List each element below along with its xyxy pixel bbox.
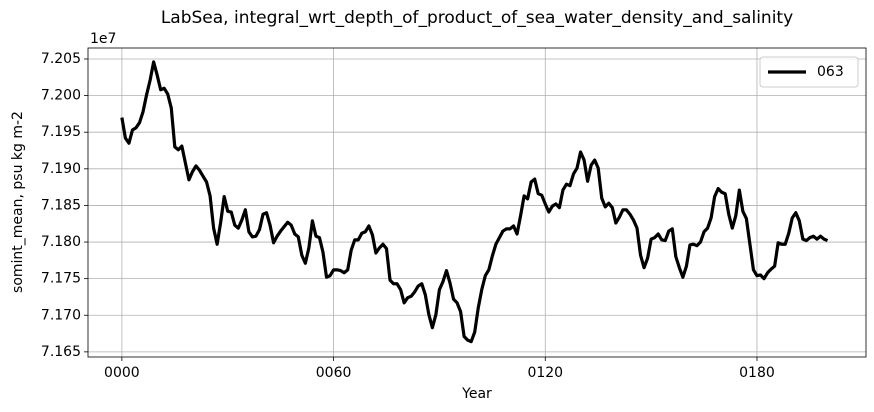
y-tick-label: 7.175	[41, 271, 81, 287]
x-tick-label: 0060	[316, 365, 352, 381]
plot	[120, 60, 829, 344]
x-tick-label: 0000	[104, 365, 140, 381]
chart-title: LabSea, integral_wrt_depth_of_product_of…	[161, 8, 793, 28]
y-tick-label: 7.190	[41, 161, 81, 177]
data-line	[120, 60, 829, 344]
legend: 063	[759, 56, 859, 88]
legend-box	[759, 56, 859, 88]
x-tick-label: 0180	[739, 365, 775, 381]
y-tick-label: 7.165	[41, 344, 81, 360]
y-tick-label: 7.180	[41, 234, 81, 250]
axes-frame	[87, 47, 867, 358]
y-tick-label: 7.205	[41, 51, 81, 67]
legend-label: 063	[817, 64, 844, 80]
y-tick-label: 7.195	[41, 124, 81, 140]
x-tick-label: 0120	[527, 365, 563, 381]
x-axis-label: Year	[461, 386, 492, 402]
y-tick-label: 7.200	[41, 88, 81, 104]
y-offset-label: 1e7	[90, 31, 116, 47]
y-axis-label: somint_mean, psu kg m-2	[10, 111, 26, 293]
y-tick-label: 7.185	[41, 197, 81, 213]
y-tick-label: 7.170	[41, 307, 81, 323]
